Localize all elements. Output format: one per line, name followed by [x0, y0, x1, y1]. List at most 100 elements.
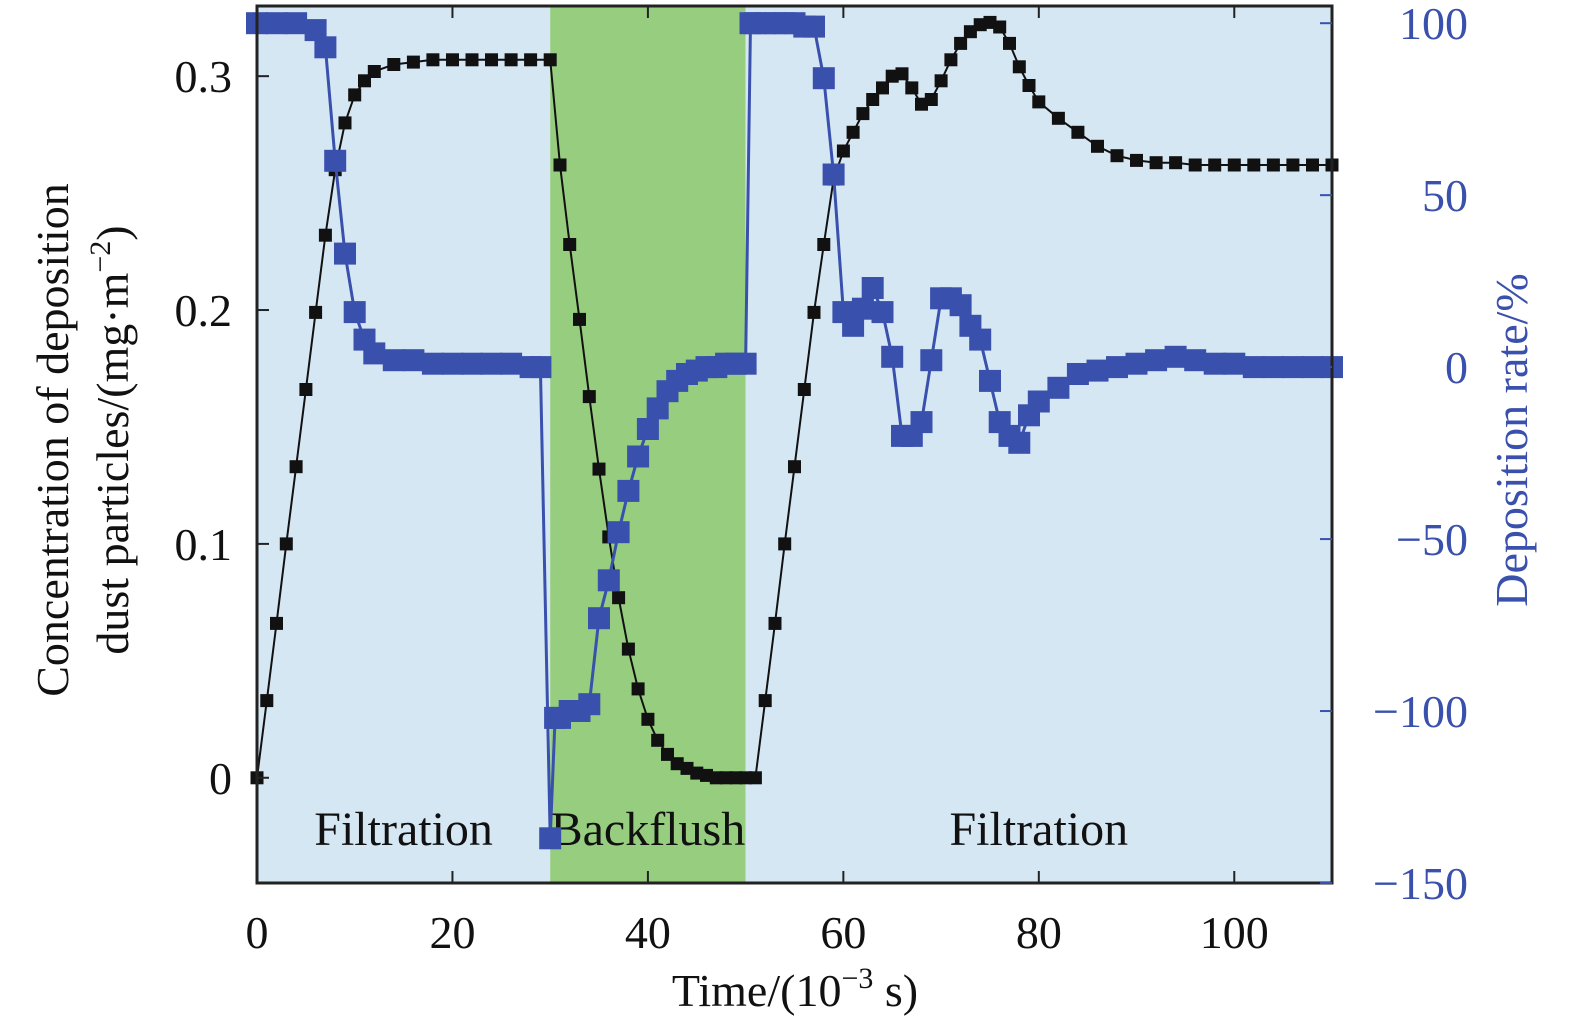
- region-bands: Filtration Backflush Filtration: [257, 6, 1332, 883]
- series-0-point: [1051, 111, 1065, 125]
- series-0-point: [885, 69, 899, 83]
- series-1-point: [617, 479, 640, 502]
- series-0-point: [1169, 156, 1183, 170]
- series-1-point: [734, 352, 757, 375]
- series-0-point: [289, 460, 303, 474]
- series-0-point: [1188, 158, 1202, 172]
- x-tick-label: 100: [1200, 907, 1269, 958]
- series-0-point: [993, 20, 1007, 34]
- series-0-point: [670, 757, 684, 771]
- series-0-point: [758, 694, 772, 708]
- series-1-point: [607, 521, 630, 544]
- series-0-point: [358, 74, 371, 88]
- y-left-tick-label: 0.2: [175, 285, 233, 336]
- series-1-point: [1242, 356, 1265, 379]
- series-0-point: [348, 88, 362, 102]
- series-0-point: [719, 771, 733, 785]
- series-1-point: [803, 15, 825, 38]
- series-1-point: [1086, 359, 1109, 382]
- series-1-point: [363, 342, 386, 365]
- series-1-point: [334, 242, 356, 265]
- series-0-point: [817, 238, 831, 251]
- series-0-point: [1227, 158, 1241, 172]
- y-left-tick-label: 0.3: [175, 51, 233, 102]
- series-1-point: [871, 301, 894, 324]
- series-1-point: [812, 67, 835, 90]
- region-label-1: Backflush: [551, 803, 746, 856]
- series-0-point: [778, 537, 792, 551]
- series-1-point: [636, 418, 659, 440]
- series-0-point: [700, 768, 713, 782]
- series-1-point: [627, 445, 650, 468]
- series-0-point: [1149, 156, 1163, 170]
- series-0-point: [1022, 79, 1036, 92]
- series-1-point: [1164, 345, 1187, 368]
- y-left-tick-label: 0.1: [175, 519, 233, 570]
- series-0-point: [768, 616, 782, 630]
- series-0-point: [1208, 158, 1222, 172]
- series-0-point: [406, 55, 420, 69]
- series-1-point: [1027, 390, 1050, 413]
- region-label-0: Filtration: [314, 803, 493, 856]
- series-1-point: [910, 411, 933, 434]
- series-1-point: [1106, 356, 1128, 379]
- series-1-point: [1008, 431, 1031, 454]
- series-0-point: [895, 67, 909, 81]
- series-1-point: [1223, 352, 1246, 375]
- series-1-point: [1125, 352, 1148, 375]
- y-right-tick-label: −100: [1373, 686, 1468, 737]
- series-0-point: [1286, 158, 1300, 172]
- axis-ticks: [256, 6, 1332, 884]
- series-0-point: [807, 305, 821, 319]
- series-0-point: [954, 36, 968, 50]
- series-0-point: [279, 537, 293, 551]
- series-1-point: [1184, 349, 1207, 372]
- region-band-0: [257, 6, 551, 883]
- series-0-point: [905, 81, 919, 95]
- series-1-point: [480, 352, 503, 375]
- series-0-point: [524, 53, 538, 67]
- series-0-point: [387, 58, 401, 71]
- series-0-point: [836, 144, 850, 158]
- series-1-point: [1047, 376, 1070, 399]
- series-1-point: [979, 369, 1001, 392]
- series-0-point: [797, 383, 811, 396]
- series-0-point: [651, 733, 665, 747]
- series-0-point: [1003, 36, 1016, 50]
- x-tick-label: 0: [246, 907, 269, 958]
- y-right-tick-label: −150: [1373, 858, 1468, 909]
- series-0-point: [1266, 158, 1280, 172]
- x-tick-label: 20: [429, 907, 475, 958]
- series-0-point: [299, 383, 313, 396]
- series-0-point: [1012, 60, 1026, 74]
- series-1-point: [461, 352, 483, 375]
- series-0-point: [504, 53, 518, 67]
- series-0-point: [318, 228, 332, 242]
- series-0-point: [748, 771, 762, 785]
- series-1-point: [304, 19, 327, 42]
- x-tick-label: 60: [820, 907, 866, 958]
- series-0-point: [1071, 125, 1085, 139]
- plot-frame: [255, 4, 1334, 885]
- region-band-1: [550, 6, 746, 883]
- series-1-point: [822, 163, 845, 186]
- series-0-point: [592, 462, 606, 476]
- series-0-point: [915, 97, 928, 111]
- series-1-point: [539, 827, 562, 850]
- series-1-point: [881, 345, 904, 368]
- series-0-point: [1130, 153, 1143, 167]
- series-0-point: [944, 53, 958, 67]
- series-0-point: [485, 53, 498, 67]
- series-1-point: [265, 12, 288, 35]
- series-1-point: [285, 12, 308, 35]
- series-1-point: [851, 297, 874, 320]
- series-0-point: [680, 761, 694, 775]
- x-tick-label: 40: [625, 907, 671, 958]
- series-0-point: [856, 107, 870, 121]
- series-1-point: [402, 349, 425, 372]
- series-0-point: [963, 25, 977, 39]
- x-tick-label: 80: [1016, 907, 1062, 958]
- series-0-point: [582, 390, 596, 404]
- series-1-point: [588, 607, 610, 630]
